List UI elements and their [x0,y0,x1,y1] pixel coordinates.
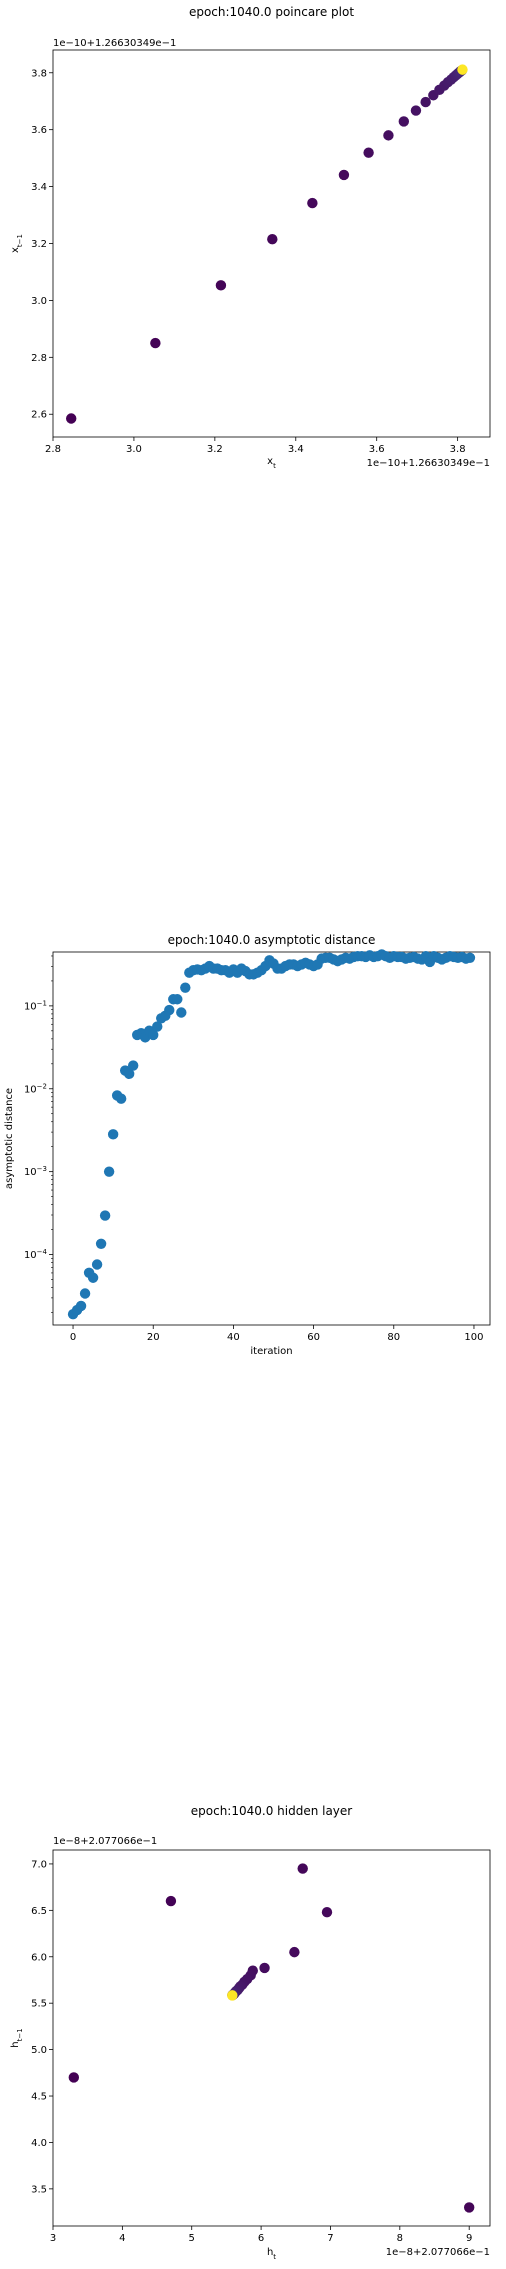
data-point [107,1129,119,1140]
x-tick-label: 3.4 [288,444,304,455]
x-tick-label: 100 [464,1332,483,1343]
x-axis-label: iteration [250,1346,292,1357]
data-point [227,1990,238,2001]
hidden-layer-plot: epoch:1040.0 hidden layer 3 4 5 6 7 8 9 3.5 4.0 4.… [10,1804,491,2261]
data-point [148,1029,159,1041]
y-tick-label: 3.5 [31,2184,47,2195]
chart-title: epoch:1040.0 hidden layer [191,1804,353,1818]
plot-frame [52,1849,491,2227]
x-tick-label: 3.6 [369,444,385,455]
y-tick-label: 4.5 [31,2092,47,2103]
x-tick-label: 40 [227,1332,240,1343]
data-point [321,1907,333,1918]
data-point [410,105,422,116]
x-axis-label: xt [267,456,276,470]
y-offset-label: 1e−10+1.26630349e−1 [53,38,176,49]
y-tick-label: 3.2 [31,239,47,250]
plot-frame [52,951,491,1326]
y-tick-label: 2.6 [31,410,47,421]
y-tick-label: 5.0 [31,2045,47,2056]
y-tick-label: 3.8 [31,68,47,79]
data-point [457,64,468,75]
x-tick-label: 20 [147,1332,160,1343]
data-point [95,1238,107,1249]
data-point [165,1895,177,1907]
x-tick-label: 60 [307,1332,320,1343]
data-point [68,2072,80,2083]
data-point [259,1962,270,1974]
data-point [289,1946,300,1958]
data-point [420,96,431,108]
chart-title: epoch:1040.0 asymptotic distance [168,933,376,947]
y-axis-label: asymptotic distance [4,1088,15,1189]
x-tick-label: 80 [387,1332,400,1343]
data-point [99,1210,111,1221]
y-axis-label: ht−1 [10,2028,24,2047]
data-point [215,280,227,291]
x-tick-label: 3.2 [207,444,223,455]
y-offset-label: 1e−8+2.077066e−1 [53,1836,157,1847]
data-point [383,130,394,141]
y-tick-label: 10−2 [24,1082,47,1095]
data-point [338,169,350,181]
y-tick-label: 3.0 [31,296,47,307]
x-tick-label: 2.8 [45,444,61,455]
asymptotic-distance-plot: epoch:1040.0 asymptotic distance 0 20 40 60 8… [4,933,491,1357]
y-tick-label: 10−4 [24,1248,48,1261]
data-point [75,1300,87,1312]
y-tick-label: 6.5 [31,1906,47,1917]
x-tick-label: 5 [189,2233,195,2244]
x-axis-label: ht [267,2247,276,2261]
chart-title: epoch:1040.0 poincare plot [189,5,354,19]
x-tick-label: 8 [397,2233,403,2244]
poincare-plot: epoch:1040.0 poincare plot 2.8 3.0 3.2 3.4 3.… [10,5,491,470]
x-tick-label: 4 [119,2233,125,2244]
data-point [363,147,374,158]
data-point [267,234,278,245]
y-tick-label: 4.0 [31,2138,47,2149]
y-tick-label: 6.0 [31,1952,47,1963]
data-point [103,1166,115,1177]
x-tick-label: 3.8 [450,444,466,455]
x-offset-label: 1e−8+2.077066e−1 [386,2247,490,2258]
y-tick-label: 3.6 [31,125,47,136]
data-point [87,1272,99,1283]
y-tick-label: 7.0 [31,1859,47,1870]
y-tick-label: 10−1 [24,999,47,1012]
y-tick-label: 3.4 [31,182,47,193]
data-point [463,2202,475,2213]
data-point [152,1021,163,1032]
data-point [66,413,77,424]
data-point [150,337,161,349]
data-point [176,1007,187,1018]
data-point [79,1288,91,1299]
x-tick-label: 3.0 [126,444,142,455]
y-axis-label: xt−1 [10,234,24,253]
data-point [297,1863,308,1874]
x-tick-label: 0 [70,1332,76,1343]
x-tick-label: 7 [327,2233,333,2244]
data-point [115,1093,127,1104]
data-point [91,1259,103,1270]
data-point [180,982,191,993]
data-point [127,1060,139,1071]
x-offset-label: 1e−10+1.26630349e−1 [367,458,490,469]
y-tick-label: 10−3 [24,1165,47,1178]
y-tick-label: 2.8 [31,353,47,364]
y-tick-label: 5.5 [31,1999,47,2010]
data-point [398,116,410,127]
data-point [164,1004,175,1016]
data-point [464,952,476,964]
data-point [123,1068,135,1080]
data-point [307,197,318,209]
x-tick-label: 3 [50,2233,56,2244]
data-point [172,994,183,1005]
x-tick-label: 9 [466,2233,472,2244]
x-tick-label: 6 [258,2233,264,2244]
